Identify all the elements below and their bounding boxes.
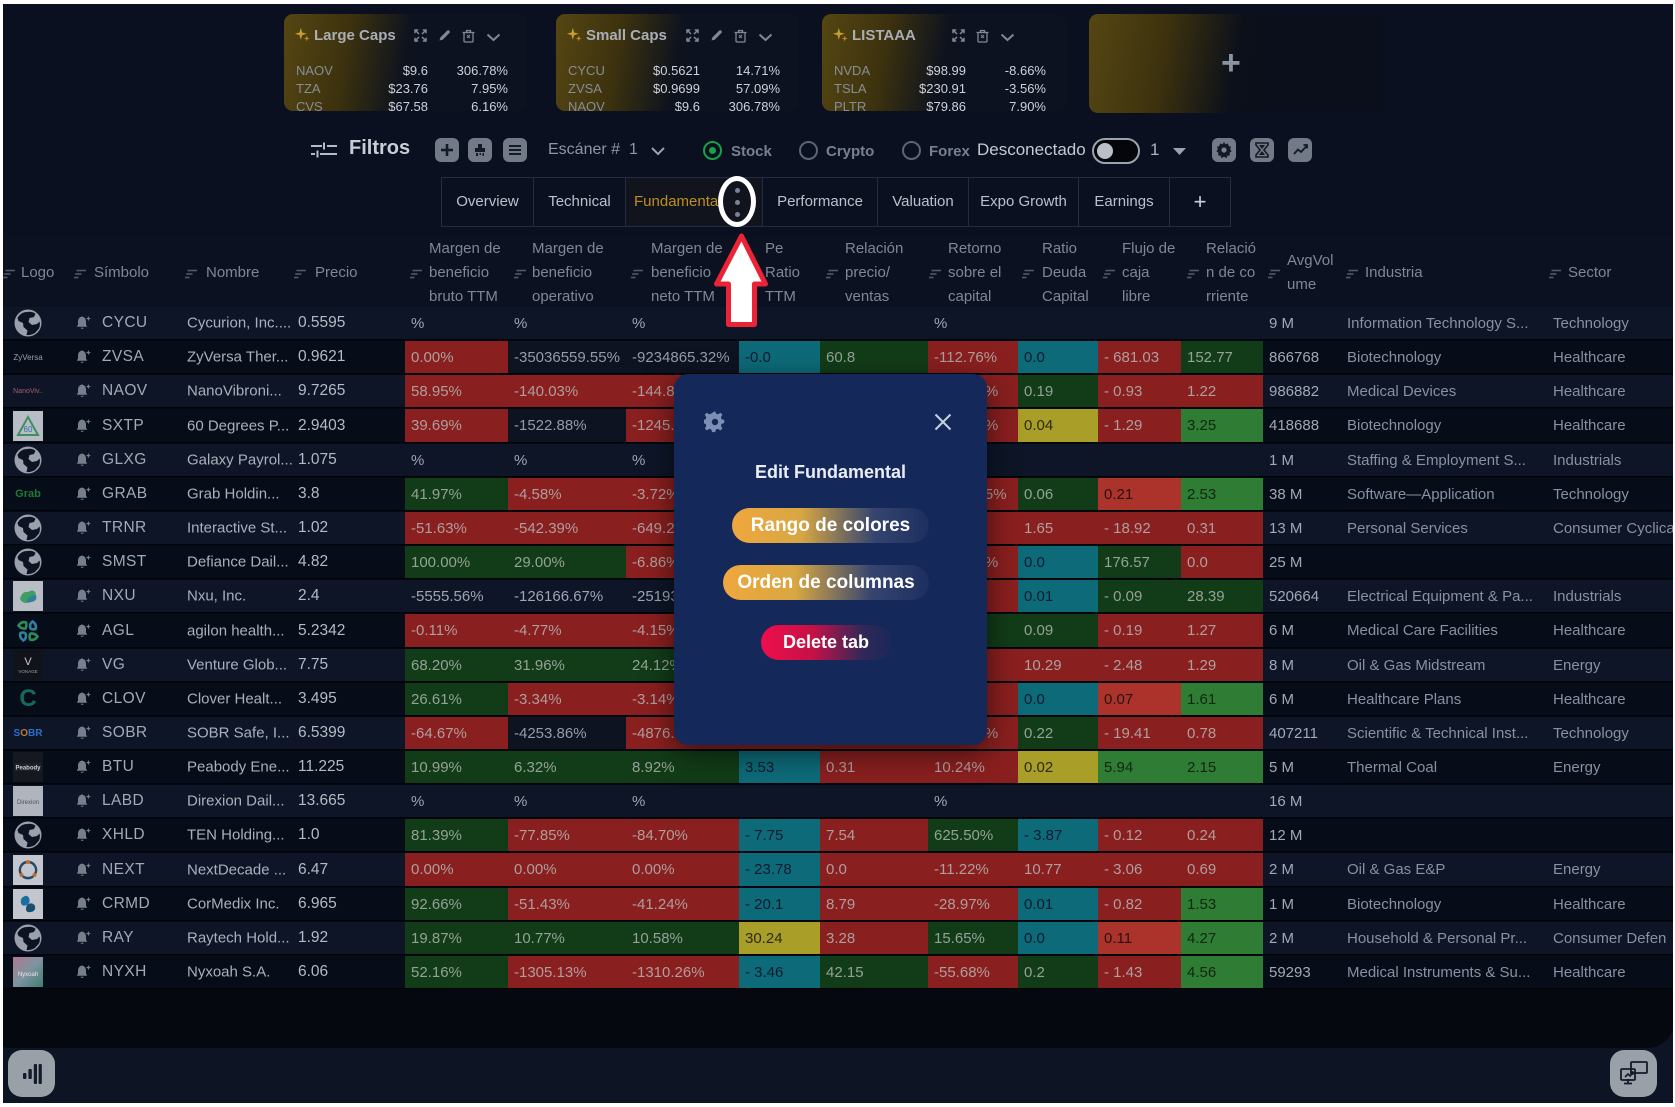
- svg-text:VONAGE: VONAGE: [18, 669, 37, 674]
- svg-text:Peabody: Peabody: [15, 766, 41, 772]
- svg-text:V: V: [24, 656, 32, 668]
- svg-text:60: 60: [24, 425, 33, 434]
- svg-text:Direxion: Direxion: [17, 800, 39, 806]
- svg-text:Nyxoah: Nyxoah: [18, 972, 38, 978]
